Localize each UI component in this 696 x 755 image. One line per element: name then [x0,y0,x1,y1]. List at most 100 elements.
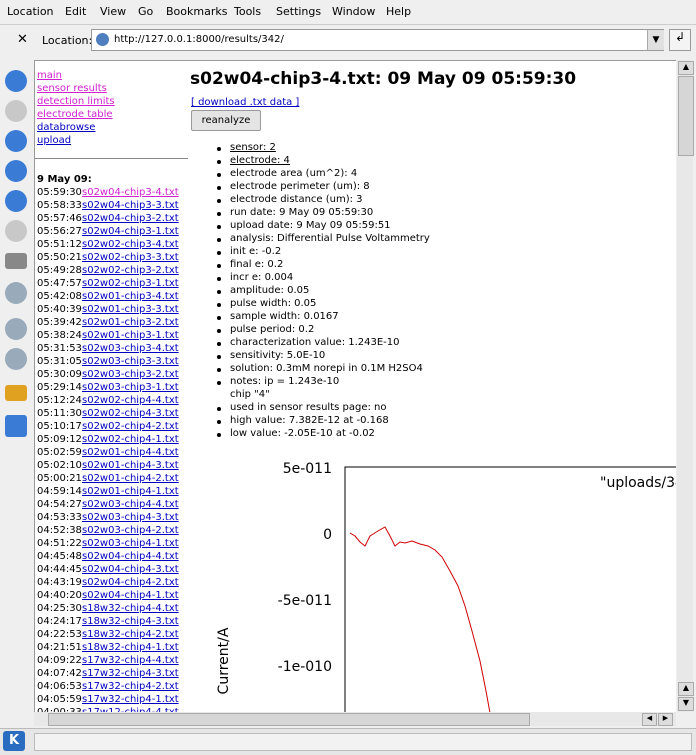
bullet [217,355,221,359]
kde-icon[interactable]: K [3,731,25,751]
entry-link[interactable]: s02w01-chip3-4.txt [82,291,179,302]
back-button[interactable] [5,70,27,92]
entry-link[interactable]: s02w01-chip4-1.txt [82,486,179,497]
menu-item[interactable]: Settings [276,5,322,18]
entry-time: 04:51:22 [37,538,82,549]
entry-link[interactable]: s17w32-chip4-4.txt [82,655,179,666]
entry-link[interactable]: s18w32-chip4-1.txt [82,642,179,653]
entry-link[interactable]: s02w01-chip3-1.txt [82,330,179,341]
bullet [217,420,221,424]
menu-item[interactable]: Edit [65,5,87,18]
horizontal-scrollbar[interactable]: ◀ ▶ [34,712,676,726]
nav-link[interactable]: upload [37,135,72,146]
entry-link[interactable]: s02w02-chip3-3.txt [82,252,179,263]
entry-link[interactable]: s17w32-chip4-2.txt [82,681,179,692]
download-button[interactable] [5,415,27,437]
nav-link[interactable]: databrowse [37,122,96,133]
download-link[interactable]: [ download .txt data ] [191,97,300,108]
forward-button[interactable] [5,100,27,122]
menu-item[interactable]: Location [7,5,54,18]
menu-item[interactable]: Go [138,5,154,18]
scroll-up-2[interactable]: ▲ [678,682,694,696]
entry-link[interactable]: s02w03-chip3-4.txt [82,343,179,354]
up-button[interactable] [5,130,27,152]
entry-link[interactable]: s02w04-chip4-3.txt [82,564,179,575]
entry-link[interactable]: s02w02-chip4-2.txt [82,421,179,432]
entry-link[interactable]: s18w32-chip4-4.txt [82,603,179,614]
entry-link[interactable]: s02w02-chip4-4.txt [82,395,179,406]
entry-link[interactable]: s02w01-chip3-2.txt [82,317,179,328]
entry-time: 04:07:42 [37,668,82,679]
entry-link[interactable]: s02w04-chip3-3.txt [82,200,179,211]
entry-link[interactable]: s17w12-chip4-4.txt [82,707,179,714]
entry-link[interactable]: s02w01-chip4-4.txt [82,447,179,458]
entry-link[interactable]: s02w02-chip3-1.txt [82,278,179,289]
entry-link[interactable]: s02w03-chip4-4.txt [82,499,179,510]
go-button[interactable]: ↲ [669,29,691,51]
scroll-right[interactable]: ▶ [658,713,673,726]
entry-time: 05:31:53 [37,343,82,354]
entry-link[interactable]: s02w01-chip4-3.txt [82,460,179,471]
detail-item: run date: 9 May 09 05:59:30 [217,207,373,218]
entry-link[interactable]: s02w03-chip4-2.txt [82,525,179,536]
nav-link[interactable]: electrode table [37,109,113,120]
plot-curve [349,526,491,713]
scroll-up[interactable]: ▲ [678,61,694,75]
detail-item: electrode area (um^2): 4 [217,168,357,179]
clear-icon[interactable]: ✕ [17,32,28,47]
entry-link[interactable]: s02w04-chip4-1.txt [82,590,179,601]
entry-link[interactable]: s02w02-chip3-4.txt [82,239,179,250]
reanalyze-button[interactable]: reanalyze [191,110,261,131]
entry-link[interactable]: s17w32-chip4-1.txt [82,694,179,705]
menu-item[interactable]: Window [332,5,376,18]
entry-link[interactable]: s02w03-chip3-2.txt [82,369,179,380]
url-dropdown[interactable]: ▼ [647,30,664,50]
menu-item[interactable]: Bookmarks [166,5,228,18]
print-button[interactable] [5,253,27,269]
entry-link[interactable]: s02w02-chip4-1.txt [82,434,179,445]
entry-link[interactable]: s02w04-chip3-4.txt [82,187,179,198]
menu-item[interactable]: View [100,5,127,18]
entry-link[interactable]: s17w32-chip4-3.txt [82,668,179,679]
page-title: s02w04-chip3-4.txt: 09 May 09 05:59:30 [190,69,577,89]
detail-link[interactable]: sensor: 2 [217,142,276,153]
entry-link[interactable]: s02w03-chip4-1.txt [82,538,179,549]
scroll-left[interactable]: ◀ [642,713,657,726]
entry-link[interactable]: s02w04-chip3-2.txt [82,213,179,224]
entry-link[interactable]: s02w01-chip4-2.txt [82,473,179,484]
scroll-down[interactable]: ▼ [678,697,694,711]
bullet [217,342,221,346]
menu-bar: Location Edit View Go Bookmarks Tools Settings… [0,0,696,25]
security-icon[interactable] [5,385,27,401]
nav-link[interactable]: sensor results [37,83,107,94]
entry-link[interactable]: s02w03-chip3-1.txt [82,382,179,393]
home-button[interactable] [5,160,27,182]
entry-link[interactable]: s02w04-chip4-4.txt [82,551,179,562]
url: http://127.0.0.1:8000/results/342/ [114,34,284,45]
stop-button[interactable] [5,220,27,242]
entry-link[interactable]: s02w03-chip4-3.txt [82,512,179,523]
nav-link[interactable]: detection limits [37,96,115,107]
zoom-out-button[interactable] [5,348,27,370]
url-field[interactable]: http://127.0.0.1:8000/results/342/ ▼ [91,29,664,51]
entry-link[interactable]: s02w02-chip3-2.txt [82,265,179,276]
menu-item[interactable]: Tools [234,5,262,18]
detail-link[interactable]: electrode: 4 [217,155,290,166]
nav-link[interactable]: main [37,70,62,81]
find-button[interactable] [5,282,27,304]
entry-link[interactable]: s02w03-chip3-3.txt [82,356,179,367]
entry-link[interactable]: s02w04-chip4-2.txt [82,577,179,588]
menu-item[interactable]: Help [386,5,412,18]
vertical-scrollbar[interactable]: ▲ ▲ ▼ [677,60,694,712]
entry-link[interactable]: s18w32-chip4-3.txt [82,616,179,627]
scroll-thumb[interactable] [678,76,694,156]
reload-button[interactable] [5,190,27,212]
zoom-in-button[interactable] [5,318,27,340]
entry-link[interactable]: s02w04-chip3-1.txt [82,226,179,237]
entry-link[interactable]: s18w32-chip4-2.txt [82,629,179,640]
entry-link[interactable]: s02w02-chip4-3.txt [82,408,179,419]
entry-time: 04:40:20 [37,590,82,601]
entry-link[interactable]: s02w01-chip3-3.txt [82,304,179,315]
h-scroll-thumb[interactable] [48,713,530,726]
